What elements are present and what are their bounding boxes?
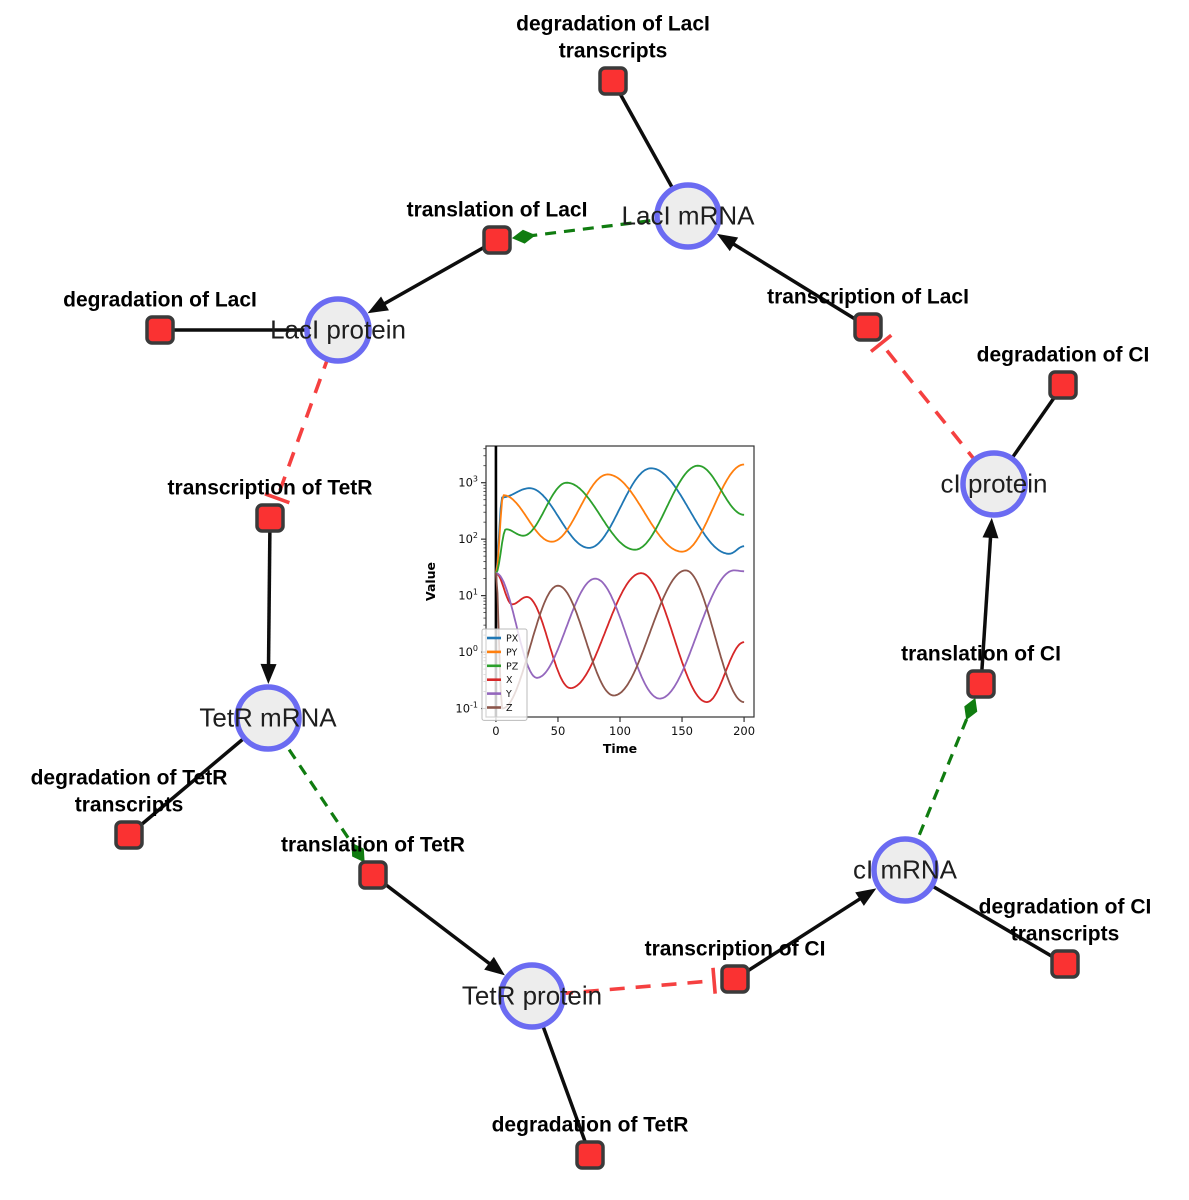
reaction-node-degradation-of-tetr[interactable]: [575, 1140, 605, 1170]
y-tick-label: 10-1: [455, 701, 478, 716]
chart-svg: 10-1 100 101 102 103 0 50 100 150 200 Time Value PX P…: [423, 445, 755, 756]
legend-label-X: X: [506, 675, 513, 686]
species-label-laci-mrna: LacI mRNA: [621, 200, 755, 231]
species-node-tetr-mrna[interactable]: [234, 684, 302, 752]
arrowhead-icon: [484, 956, 505, 976]
legend-label-Y: Y: [505, 689, 512, 700]
reaction-node-transcription-of-tetr[interactable]: [255, 503, 285, 533]
x-tick-label: 50: [551, 724, 566, 738]
species-node-tetr-protein[interactable]: [498, 962, 566, 1030]
x-tick-label: 0: [492, 724, 499, 738]
legend-label-PZ: PZ: [506, 661, 519, 672]
edge-production-translation-of-laci-laci-protein[interactable]: [377, 238, 498, 309]
species-label-tetr-mrna: TetR mRNA: [199, 702, 337, 733]
reaction-node-degradation-of-laci-transcripts[interactable]: [598, 66, 628, 96]
series-Z: [495, 569, 745, 710]
label-line: transcription of CI: [644, 937, 826, 961]
reaction-node-translation-of-tetr[interactable]: [358, 860, 388, 890]
edge-production-transcription-of-ci-ci-mrna[interactable]: [734, 893, 868, 981]
label-line: transcripts: [558, 39, 668, 63]
x-tick-label: 200: [733, 724, 755, 738]
reaction-label-degradation-of-tetr: degradation of TetR: [492, 1112, 689, 1139]
legend-label-PY: PY: [506, 647, 518, 658]
reaction-label-degradation-of-ci: degradation of CI: [977, 342, 1150, 369]
reaction-label-translation-of-ci: translation of CI: [901, 641, 1061, 668]
label-line: degradation of TetR: [491, 1113, 689, 1137]
reaction-label-degradation-of-laci: degradation of LacI: [63, 287, 257, 314]
reaction-label-degradation-of-ci-transcripts: degradation of CI transcripts: [979, 893, 1152, 948]
arrowhead-icon: [367, 296, 389, 314]
diamond-arrowhead-icon: [351, 842, 365, 863]
series-PY: [495, 463, 745, 574]
edge-production-translation-of-ci-ci-protein[interactable]: [979, 529, 993, 685]
y-tick-label: 102: [458, 531, 478, 546]
species-node-laci-mrna[interactable]: [654, 182, 722, 250]
series-PZ: [495, 464, 745, 574]
species-node-laci-protein[interactable]: [304, 296, 372, 364]
reaction-node-translation-of-ci[interactable]: [966, 669, 996, 699]
arrowhead-icon: [982, 517, 999, 539]
y-axis-label: Value: [424, 562, 438, 601]
t-bar-icon: [264, 492, 290, 505]
species-node-ci-protein[interactable]: [960, 450, 1028, 518]
x-axis-label: Time: [603, 741, 637, 756]
reaction-label-transcription-of-ci: transcription of CI: [645, 936, 826, 963]
species-label-ci-mrna: cI mRNA: [853, 854, 957, 885]
reaction-label-translation-of-laci: translation of LacI: [407, 197, 588, 224]
species-label-tetr-protein: TetR protein: [461, 980, 603, 1011]
reaction-node-degradation-of-ci[interactable]: [1048, 370, 1078, 400]
reaction-label-transcription-of-laci: transcription of LacI: [767, 284, 969, 311]
reaction-node-transcription-of-ci[interactable]: [720, 964, 750, 994]
label-line: transcripts: [1010, 922, 1120, 946]
label-line: transcription of LacI: [767, 285, 969, 309]
species-label-ci-protein: cI protein: [940, 468, 1048, 499]
label-line: degradation of TetR: [30, 766, 228, 790]
reaction-label-degradation-of-tetr-transcripts: degradation of TetR transcripts: [31, 764, 228, 819]
label-line: degradation of CI: [978, 895, 1152, 919]
reaction-node-degradation-of-tetr-transcripts[interactable]: [114, 820, 144, 850]
edge-production-transcription-of-tetr-tetr-mrna[interactable]: [266, 517, 272, 673]
y-tick-label: 101: [458, 588, 478, 603]
label-line: transcription of TetR: [167, 476, 373, 500]
label-line: translation of TetR: [281, 833, 465, 857]
y-tick-label: 103: [458, 475, 478, 490]
reaction-node-degradation-of-laci[interactable]: [145, 315, 175, 345]
label-line: translation of LacI: [406, 198, 588, 222]
label-line: degradation of LacI: [63, 288, 257, 312]
arrowhead-icon: [260, 663, 277, 685]
reaction-label-degradation-of-laci-transcripts: degradation of LacI transcripts: [516, 10, 710, 65]
legend-label-PX: PX: [506, 634, 519, 645]
y-tick-label: 100: [458, 644, 478, 659]
label-line: degradation of CI: [976, 343, 1150, 367]
series-Y: [495, 569, 745, 700]
series-X: [495, 572, 745, 703]
t-bar-icon: [869, 333, 893, 353]
reaction-label-transcription-of-tetr: transcription of TetR: [168, 475, 373, 502]
species-node-ci-mrna[interactable]: [871, 836, 939, 904]
label-line: degradation of LacI: [516, 12, 710, 36]
x-tick-label: 100: [609, 724, 631, 738]
reaction-label-translation-of-tetr: translation of TetR: [281, 832, 465, 859]
species-label-laci-protein: LacI protein: [270, 314, 406, 345]
arrowhead-icon: [855, 888, 877, 906]
reaction-node-translation-of-laci[interactable]: [482, 225, 512, 255]
inset-chart: 10-1 100 101 102 103 0 50 100 150 200 Time Value PX P…: [423, 430, 772, 764]
label-line: translation of CI: [901, 642, 1061, 666]
legend-label-Z: Z: [506, 703, 513, 714]
diamond-arrowhead-icon: [964, 697, 978, 721]
reaction-node-degradation-of-ci-transcripts[interactable]: [1050, 949, 1080, 979]
edge-production-translation-of-tetr-tetr-protein[interactable]: [371, 873, 497, 970]
arrowhead-icon: [716, 233, 739, 252]
t-bar-icon: [711, 967, 717, 994]
label-line: transcripts: [74, 793, 184, 817]
diamond-arrowhead-icon: [511, 229, 536, 244]
edge-production-transcription-of-laci-laci-mrna[interactable]: [726, 238, 869, 329]
x-tick-label: 150: [671, 724, 693, 738]
reaction-node-transcription-of-laci[interactable]: [853, 312, 883, 342]
